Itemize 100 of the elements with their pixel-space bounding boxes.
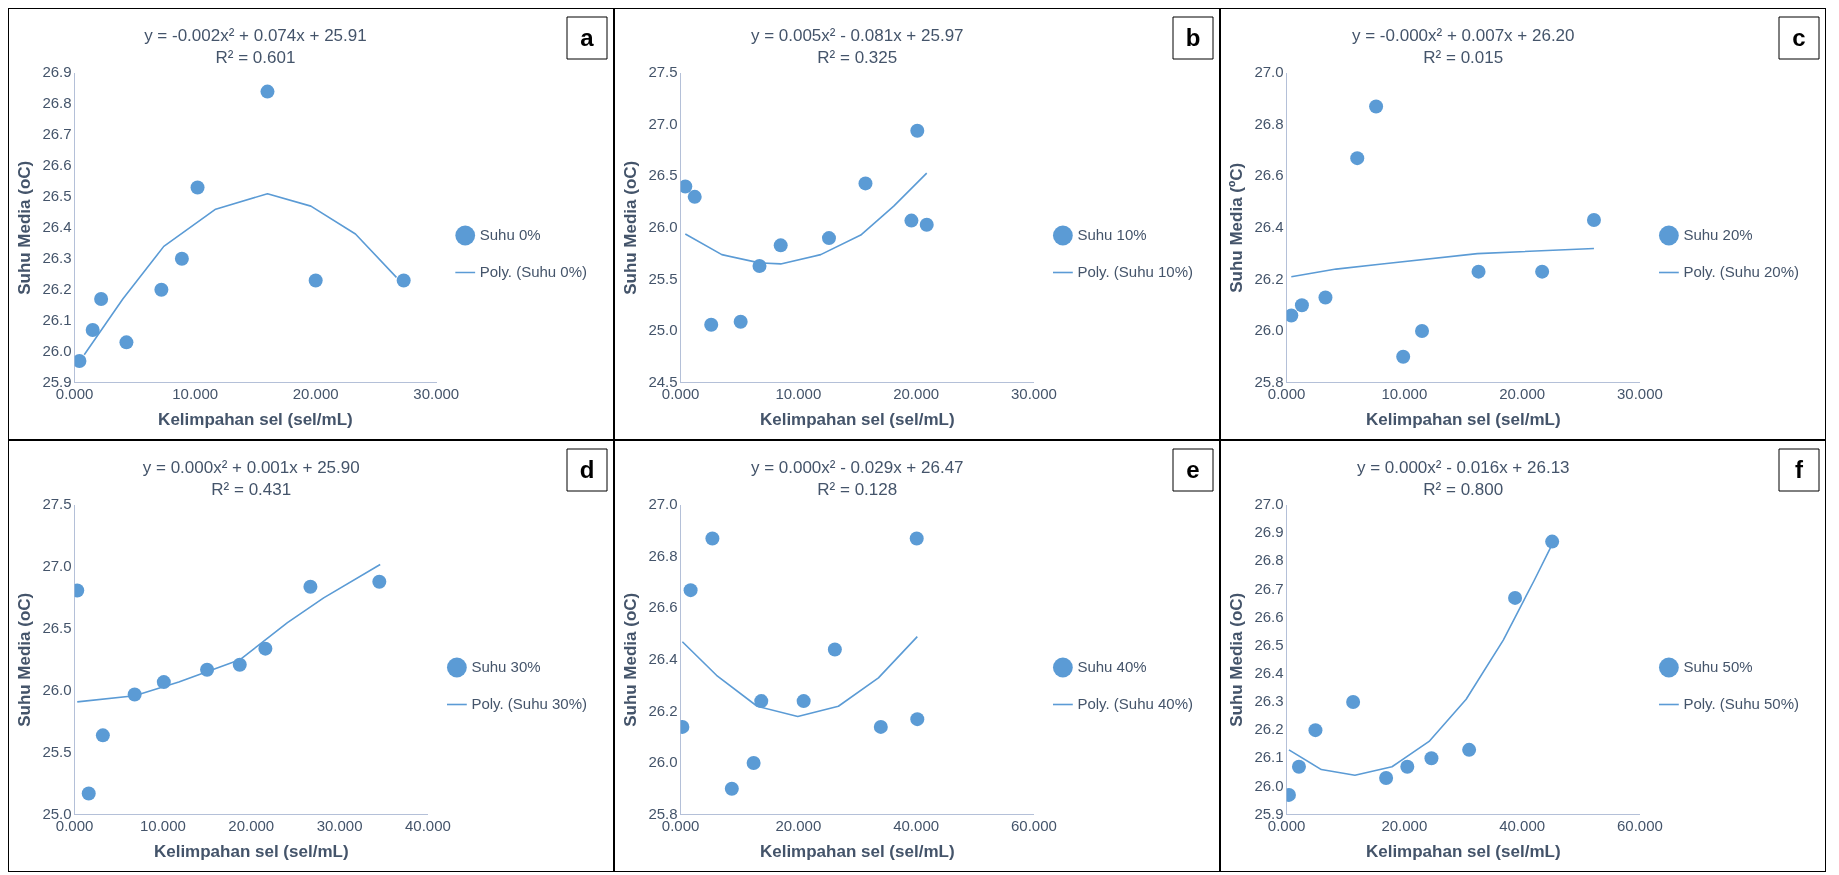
- point: [1379, 771, 1394, 786]
- x-axis-title: Kelimpahan sel (sel/mL): [1365, 842, 1561, 862]
- x-tick-label: 20.000: [228, 816, 275, 834]
- y-tick-label: 26.3: [1254, 692, 1284, 710]
- point: [1508, 590, 1523, 605]
- x-tick-label: 20.000: [1499, 384, 1546, 402]
- point: [909, 531, 924, 546]
- point: [904, 213, 919, 228]
- point: [754, 694, 769, 709]
- y-tick-label: 26.2: [648, 701, 678, 719]
- y-tick-label: 26.0: [1254, 321, 1284, 339]
- legend-label: Suhu 50%: [1683, 657, 1753, 675]
- x-axis-title: Kelimpahan sel (sel/mL): [759, 842, 955, 862]
- legend-label: Poly. (Suhu 10%): [1077, 262, 1194, 280]
- y-axis-title: Suhu Media (oC): [14, 592, 34, 727]
- x-tick-label: 40.000: [1499, 816, 1546, 834]
- point: [1350, 151, 1365, 166]
- legend-label: Suhu 0%: [479, 225, 541, 243]
- point: [687, 189, 702, 204]
- point: [74, 353, 87, 368]
- x-tick-label: 10.000: [139, 816, 186, 834]
- x-tick-label: 10.000: [172, 384, 219, 402]
- x-tick-label: 30.000: [413, 384, 460, 402]
- point: [1346, 695, 1361, 710]
- legend-label: Suhu 20%: [1683, 225, 1753, 243]
- y-tick-label: 26.6: [648, 598, 678, 616]
- y-tick-label: 27.0: [648, 495, 678, 513]
- point: [919, 217, 934, 232]
- point: [1545, 534, 1560, 549]
- point: [821, 231, 836, 246]
- legend-label: Poly. (Suhu 40%): [1077, 694, 1194, 712]
- point: [119, 335, 134, 350]
- point: [796, 694, 811, 709]
- text: e: [1186, 455, 1200, 483]
- x-axis-title: Kelimpahan sel (sel/mL): [1365, 410, 1561, 430]
- y-tick-label: 26.2: [1254, 720, 1284, 738]
- point: [683, 583, 698, 598]
- y-axis-title: Suhu Media (oC): [620, 160, 640, 295]
- point: [396, 273, 411, 288]
- y-tick-label: 26.6: [1254, 607, 1284, 625]
- y-tick-label: 27.5: [42, 495, 72, 513]
- point: [773, 238, 788, 253]
- y-tick-label: 27.0: [42, 557, 72, 575]
- x-tick-label: 10.000: [1381, 384, 1428, 402]
- y-tick-label: 26.8: [648, 546, 678, 564]
- y-tick-label: 25.5: [42, 742, 72, 760]
- point: [704, 317, 719, 332]
- point: [303, 579, 318, 594]
- point: [1308, 723, 1323, 738]
- legend-label: Poly. (Suhu 20%): [1683, 262, 1800, 280]
- y-tick-label: 26.6: [42, 156, 72, 174]
- point: [1415, 324, 1430, 338]
- text: R² = 0.601: [215, 48, 296, 68]
- y-tick-label: 26.4: [1254, 664, 1284, 682]
- point: [910, 123, 925, 138]
- y-tick-label: 26.7: [42, 125, 72, 143]
- point: [858, 176, 873, 191]
- point: [308, 273, 323, 288]
- x-tick-label: 20.000: [775, 816, 822, 834]
- y-tick-label: 26.6: [1254, 166, 1284, 184]
- y-tick-label: 26.5: [648, 166, 678, 184]
- point: [174, 251, 189, 266]
- point: [200, 662, 215, 677]
- point: [873, 719, 888, 734]
- point: [1318, 290, 1333, 305]
- point: [156, 675, 171, 690]
- x-tick-label: 20.000: [292, 384, 339, 402]
- x-tick-label: 30.000: [316, 816, 363, 834]
- point: [827, 642, 842, 657]
- y-tick-label: 26.0: [1254, 776, 1284, 794]
- y-tick-label: 26.8: [42, 94, 72, 112]
- text: y = 0.000x² + 0.001x + 25.90: [142, 458, 360, 478]
- y-tick-label: 27.0: [1254, 63, 1284, 81]
- point: [1294, 298, 1309, 313]
- point: [127, 687, 142, 702]
- text: f: [1795, 455, 1804, 483]
- x-axis-title: Kelimpahan sel (sel/mL): [759, 410, 955, 430]
- x-axis-title: Kelimpahan sel (sel/mL): [158, 410, 353, 430]
- text: a: [580, 23, 595, 51]
- legend-label: Suhu 10%: [1077, 225, 1147, 243]
- y-tick-label: 26.4: [42, 217, 72, 235]
- text: R² = 0.128: [817, 480, 898, 500]
- point: [1291, 759, 1306, 774]
- point: [1471, 264, 1486, 279]
- x-tick-label: 30.000: [1616, 384, 1663, 402]
- x-tick-label: 60.000: [1010, 816, 1057, 834]
- x-tick-label: 20.000: [1381, 816, 1428, 834]
- text: y = 0.000x² - 0.016x + 26.13: [1356, 458, 1570, 478]
- y-tick-label: 26.5: [42, 186, 72, 204]
- y-tick-label: 26.1: [1254, 748, 1284, 766]
- x-tick-label: 20.000: [893, 384, 940, 402]
- x-tick-label: 10.000: [775, 384, 822, 402]
- text: R² = 0.015: [1423, 48, 1504, 68]
- y-tick-label: 26.0: [42, 341, 72, 359]
- text: y = -0.000x² + 0.007x + 26.20: [1351, 26, 1575, 46]
- y-axis-title: Suhu Media (ºC): [1226, 162, 1246, 293]
- text: c: [1792, 23, 1806, 51]
- text: y = 0.000x² - 0.029x + 26.47: [750, 458, 964, 478]
- text: b: [1185, 23, 1201, 51]
- y-tick-label: 26.1: [42, 310, 72, 328]
